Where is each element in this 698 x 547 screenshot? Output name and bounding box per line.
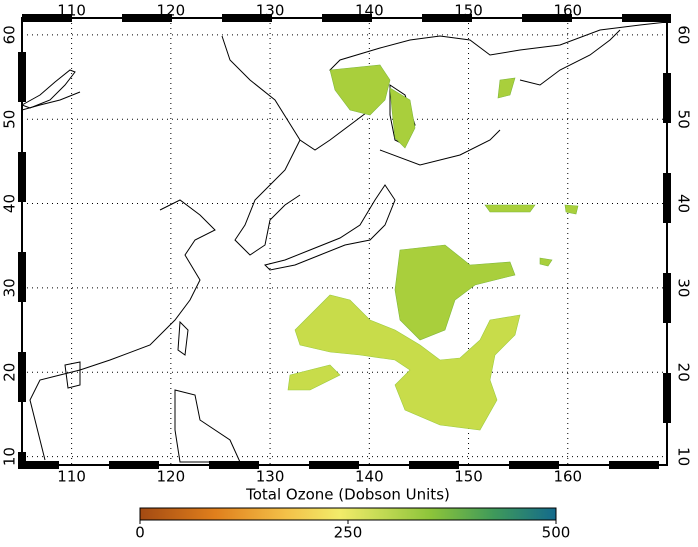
lon-tick-label: 160 <box>553 2 582 20</box>
lat-tick-label: 30 <box>675 278 693 297</box>
lon-tick-label: 120 <box>157 468 186 486</box>
lat-tick-label: 60 <box>1 25 19 44</box>
colorbar-tick-label: 500 <box>542 524 571 542</box>
colorbar-label: Total Ozone (Dobson Units) <box>245 486 450 504</box>
colorbar <box>139 507 557 521</box>
lat-tick-label: 40 <box>675 194 693 213</box>
lon-tick-label: 120 <box>157 2 186 20</box>
lat-tick-label: 60 <box>675 25 693 44</box>
map-border <box>18 14 671 469</box>
colorbar-tick-label: 250 <box>334 524 363 542</box>
lat-tick-label: 50 <box>675 110 693 129</box>
lon-tick-label: 140 <box>355 2 384 20</box>
coastlines <box>20 21 668 463</box>
lat-tick-label: 20 <box>1 363 19 382</box>
lon-tick-label: 110 <box>57 468 86 486</box>
lat-tick-label: 40 <box>1 194 19 213</box>
lon-tick-label: 140 <box>355 468 384 486</box>
lon-tick-label: 150 <box>454 468 483 486</box>
lat-tick-label: 30 <box>1 278 19 297</box>
lat-tick-label: 10 <box>1 447 19 466</box>
lon-tick-label: 130 <box>256 2 285 20</box>
lat-tick-label: 10 <box>675 447 693 466</box>
lat-tick-label: 50 <box>1 110 19 129</box>
lon-tick-label: 160 <box>553 468 582 486</box>
lon-tick-label: 110 <box>57 2 86 20</box>
lon-tick-label: 130 <box>256 468 285 486</box>
ozone-field <box>287 64 579 431</box>
lat-tick-label: 20 <box>675 363 693 382</box>
lon-tick-label: 150 <box>454 2 483 20</box>
colorbar-tick-label: 0 <box>135 524 145 542</box>
